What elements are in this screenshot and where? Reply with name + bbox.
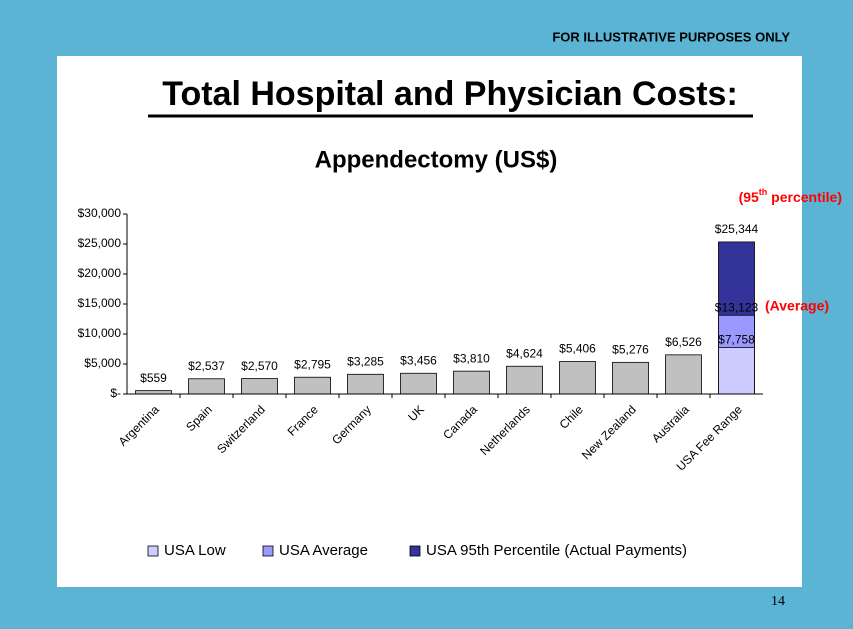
data-label: $3,456 (400, 353, 437, 367)
data-label: $4,624 (506, 346, 543, 360)
annotation: (Average) (765, 298, 829, 314)
y-tick-label: $25,000 (78, 236, 122, 250)
data-label: $3,285 (347, 354, 384, 368)
data-label: $6,526 (665, 335, 702, 349)
bar (506, 365, 543, 395)
annotation-text: percentile) (767, 189, 842, 205)
legend-swatch (409, 545, 421, 557)
data-label: $3,810 (453, 351, 490, 365)
annotation: (95th percentile) (739, 187, 842, 204)
bar (453, 370, 490, 395)
bar (294, 376, 331, 395)
annotation-sup: th (759, 187, 768, 197)
bar (188, 378, 225, 395)
bar (718, 347, 755, 395)
bar (347, 373, 384, 395)
y-tick-label: $30,000 (78, 206, 122, 220)
y-tick-label: $15,000 (78, 296, 122, 310)
bar (135, 390, 172, 395)
data-label: $2,537 (188, 359, 225, 373)
data-label: $2,570 (241, 359, 278, 373)
header-note: FOR ILLUSTRATIVE PURPOSES ONLY (552, 29, 790, 44)
data-label: $559 (140, 371, 167, 385)
y-tick-label: $10,000 (78, 326, 122, 340)
legend-swatch (262, 545, 274, 557)
bar (241, 378, 278, 395)
data-label: $7,758 (718, 333, 755, 347)
y-tick-label: $5,000 (84, 356, 121, 370)
y-tick-label: $20,000 (78, 266, 122, 280)
data-label: $5,406 (559, 342, 596, 356)
legend-label: USA 95th Percentile (Actual Payments) (426, 542, 687, 559)
annotation-text: (95 (739, 189, 759, 205)
page-number: 14 (771, 594, 785, 609)
bar (665, 354, 702, 395)
bar (400, 372, 437, 395)
data-label: $25,344 (715, 222, 759, 236)
y-tick-label: $- (110, 386, 121, 400)
bar (559, 361, 596, 395)
chart-title: Appendectomy (US$) (315, 146, 558, 173)
slide-title: Total Hospital and Physician Costs: (162, 75, 738, 113)
legend-label: USA Average (279, 542, 368, 559)
bar (612, 361, 649, 395)
legend-swatch (147, 545, 159, 557)
data-label: $13,123 (715, 300, 759, 314)
data-label: $2,795 (294, 357, 331, 371)
data-label: $5,276 (612, 343, 649, 357)
content-panel (57, 56, 802, 587)
legend-label: USA Low (164, 542, 226, 559)
